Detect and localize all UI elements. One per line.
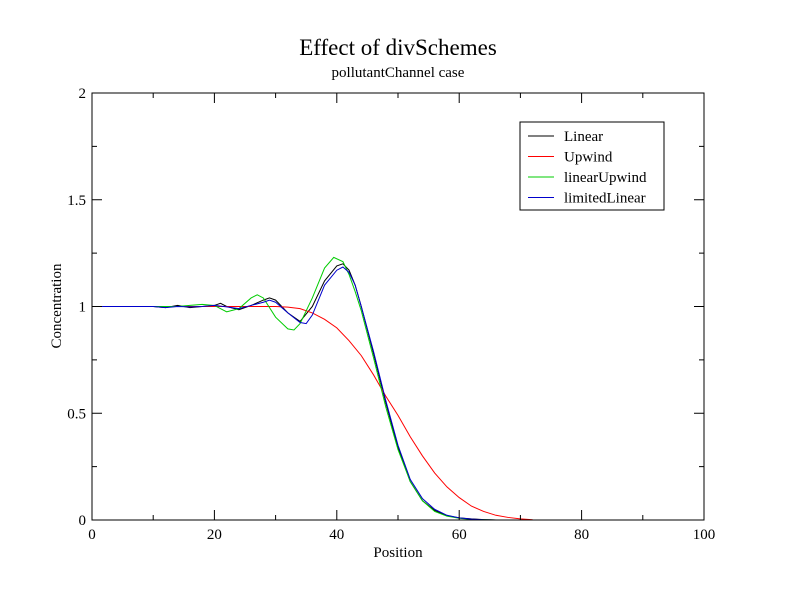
legend-label-Upwind: Upwind [564, 150, 613, 166]
legend: Linear Upwind linearUpwind limitedLinear [519, 121, 665, 211]
legend-box [519, 121, 665, 211]
x-tick-label: 60 [452, 527, 467, 543]
x-tick-label: 20 [207, 527, 222, 543]
series-line-Upwind [92, 306, 533, 521]
legend-label-limitedLinear: limitedLinear [564, 191, 646, 207]
chart-title: Effect of divSchemes [299, 35, 497, 60]
y-tick-label: 0.5 [67, 406, 86, 422]
x-tick-label: 100 [693, 527, 716, 543]
series-line-Linear [92, 263, 496, 521]
x-tick-label: 40 [329, 527, 344, 543]
legend-label-Linear: Linear [564, 129, 603, 145]
axis-ticks: 0 20 40 60 80 100 0 0.5 1 1.5 2 [67, 86, 715, 543]
y-tick-label: 0 [79, 513, 87, 529]
chart-subtitle: pollutantChannel case [332, 65, 465, 81]
y-tick-label: 1 [79, 300, 87, 316]
y-axis-label: Concentration [49, 263, 65, 348]
y-tick-label: 1.5 [67, 193, 86, 209]
series-line-limitedLinear [92, 266, 496, 521]
y-tick-label: 2 [79, 86, 87, 102]
series-layer [92, 256, 533, 521]
x-axis-label: Position [373, 545, 423, 561]
series-line-linearUpwind [92, 256, 496, 521]
legend-label-linearUpwind: linearUpwind [564, 170, 647, 186]
x-tick-label: 0 [88, 527, 96, 543]
x-tick-label: 80 [574, 527, 589, 543]
